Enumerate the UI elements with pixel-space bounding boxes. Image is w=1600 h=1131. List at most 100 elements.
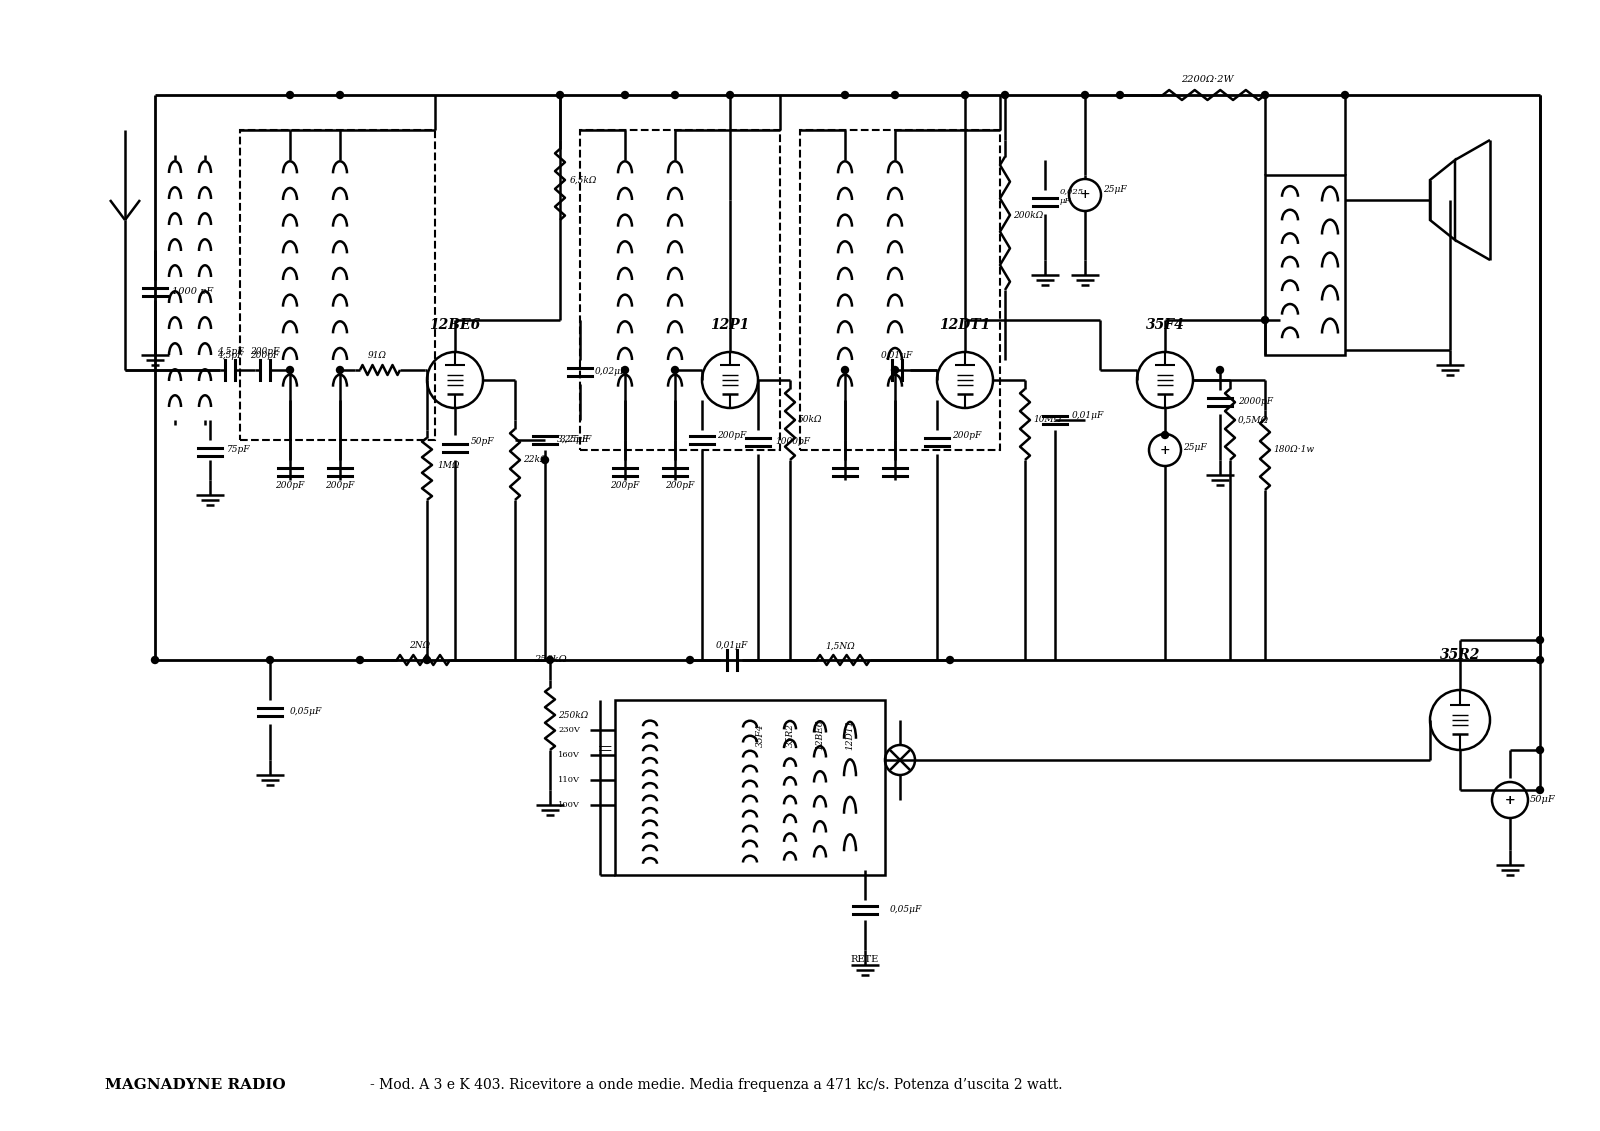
Text: 0,025
μF: 0,025 μF <box>1059 188 1085 205</box>
Circle shape <box>286 92 293 98</box>
Circle shape <box>1536 746 1544 753</box>
Text: 35R2: 35R2 <box>786 723 795 746</box>
Text: MAGNADYNE RADIO: MAGNADYNE RADIO <box>106 1078 286 1093</box>
Text: +: + <box>1080 189 1090 201</box>
Circle shape <box>672 366 678 373</box>
Text: 1000pF: 1000pF <box>774 438 810 447</box>
Text: 3,25μF: 3,25μF <box>560 435 592 444</box>
Text: 200pF: 200pF <box>610 481 640 490</box>
Text: 25μF: 25μF <box>1102 185 1126 195</box>
Text: 3,25μF: 3,25μF <box>557 435 589 444</box>
Bar <box>240 130 435 440</box>
Circle shape <box>621 366 629 373</box>
Circle shape <box>357 656 363 664</box>
Text: 0,01μF: 0,01μF <box>882 351 914 360</box>
Circle shape <box>1341 92 1349 98</box>
Text: 200pF: 200pF <box>952 431 981 440</box>
Circle shape <box>267 656 274 664</box>
Text: 200pF: 200pF <box>275 481 304 490</box>
Circle shape <box>547 656 554 664</box>
Circle shape <box>1536 656 1544 664</box>
Text: 180Ω·1w: 180Ω·1w <box>1274 446 1314 455</box>
Circle shape <box>1261 317 1269 323</box>
Circle shape <box>557 92 563 98</box>
Text: 0,01μF: 0,01μF <box>715 640 749 649</box>
Text: 12BE6: 12BE6 <box>429 318 480 333</box>
Circle shape <box>286 366 293 373</box>
Text: 50kΩ: 50kΩ <box>798 415 822 424</box>
Text: 0,02μF: 0,02μF <box>595 368 627 377</box>
Circle shape <box>1082 92 1088 98</box>
Text: 1MΩ: 1MΩ <box>437 460 459 469</box>
Bar <box>579 130 781 450</box>
Text: 22kΩ: 22kΩ <box>523 456 547 465</box>
Circle shape <box>336 366 344 373</box>
Text: 200pF: 200pF <box>717 431 746 440</box>
Text: =: = <box>597 741 613 759</box>
Text: 25μF: 25μF <box>1182 443 1206 452</box>
Text: 200pF: 200pF <box>250 351 280 360</box>
Circle shape <box>1216 366 1224 373</box>
Text: - Mod. A 3 e K 403. Ricevitore a onde medie. Media frequenza a 471 kc/s. Potenza: - Mod. A 3 e K 403. Ricevitore a onde me… <box>370 1078 1062 1093</box>
Text: 4,5pF: 4,5pF <box>218 347 243 356</box>
Circle shape <box>962 92 968 98</box>
Circle shape <box>1002 92 1008 98</box>
Circle shape <box>152 656 158 664</box>
Circle shape <box>336 92 344 98</box>
Text: 250kΩ: 250kΩ <box>558 710 589 719</box>
Text: 35R2: 35R2 <box>1440 648 1480 662</box>
Circle shape <box>1162 432 1168 439</box>
Text: 160V: 160V <box>558 751 579 759</box>
Text: 0,5MΩ: 0,5MΩ <box>1238 415 1269 424</box>
Text: 12BE6: 12BE6 <box>816 719 824 750</box>
Circle shape <box>726 92 733 98</box>
Circle shape <box>891 92 899 98</box>
Polygon shape <box>1430 159 1454 240</box>
Text: +: + <box>1504 794 1515 806</box>
Text: 2000pF: 2000pF <box>1238 397 1274 406</box>
Text: 12DT1: 12DT1 <box>939 318 990 333</box>
Circle shape <box>672 92 678 98</box>
Circle shape <box>1536 637 1544 644</box>
Text: 200pF: 200pF <box>250 347 280 356</box>
Text: 200pF: 200pF <box>666 481 694 490</box>
Bar <box>1266 175 1346 355</box>
Text: 0,01μF: 0,01μF <box>1072 411 1104 420</box>
Text: 1000 pF: 1000 pF <box>173 287 213 296</box>
Text: 2NΩ: 2NΩ <box>410 641 430 650</box>
Text: 110V: 110V <box>558 776 579 784</box>
Circle shape <box>1117 92 1123 98</box>
Text: 12P1: 12P1 <box>710 318 750 333</box>
Text: 12DT1: 12DT1 <box>845 719 854 750</box>
Text: 6,5kΩ: 6,5kΩ <box>570 175 597 184</box>
Text: 91Ω: 91Ω <box>368 352 387 361</box>
Text: RETE: RETE <box>851 956 878 965</box>
Text: 4,5pF: 4,5pF <box>218 351 243 360</box>
Text: 35F4: 35F4 <box>1146 318 1184 333</box>
Text: 50μF: 50μF <box>1530 795 1555 804</box>
Text: 200kΩ: 200kΩ <box>1013 210 1043 219</box>
Text: 35F4: 35F4 <box>755 723 765 746</box>
Text: 230V: 230V <box>558 726 579 734</box>
Circle shape <box>541 457 549 464</box>
Text: +: + <box>1160 443 1170 457</box>
Circle shape <box>686 656 693 664</box>
Text: 250kΩ: 250kΩ <box>534 656 566 665</box>
Circle shape <box>842 92 848 98</box>
Circle shape <box>947 656 954 664</box>
Text: 2200Ω·2W: 2200Ω·2W <box>1181 76 1234 85</box>
Circle shape <box>1536 786 1544 794</box>
Text: 0,05μF: 0,05μF <box>890 906 922 915</box>
Text: 100V: 100V <box>558 801 579 809</box>
Text: 1,5NΩ: 1,5NΩ <box>826 641 854 650</box>
Text: 200pF: 200pF <box>325 481 355 490</box>
Text: 0,05μF: 0,05μF <box>290 708 322 717</box>
Text: 10MΩ: 10MΩ <box>1034 415 1061 424</box>
Text: 50pF: 50pF <box>470 438 494 447</box>
Circle shape <box>1261 92 1269 98</box>
Bar <box>800 130 1000 450</box>
Circle shape <box>842 366 848 373</box>
Circle shape <box>621 92 629 98</box>
Circle shape <box>891 366 899 373</box>
Text: 75pF: 75pF <box>227 446 251 455</box>
